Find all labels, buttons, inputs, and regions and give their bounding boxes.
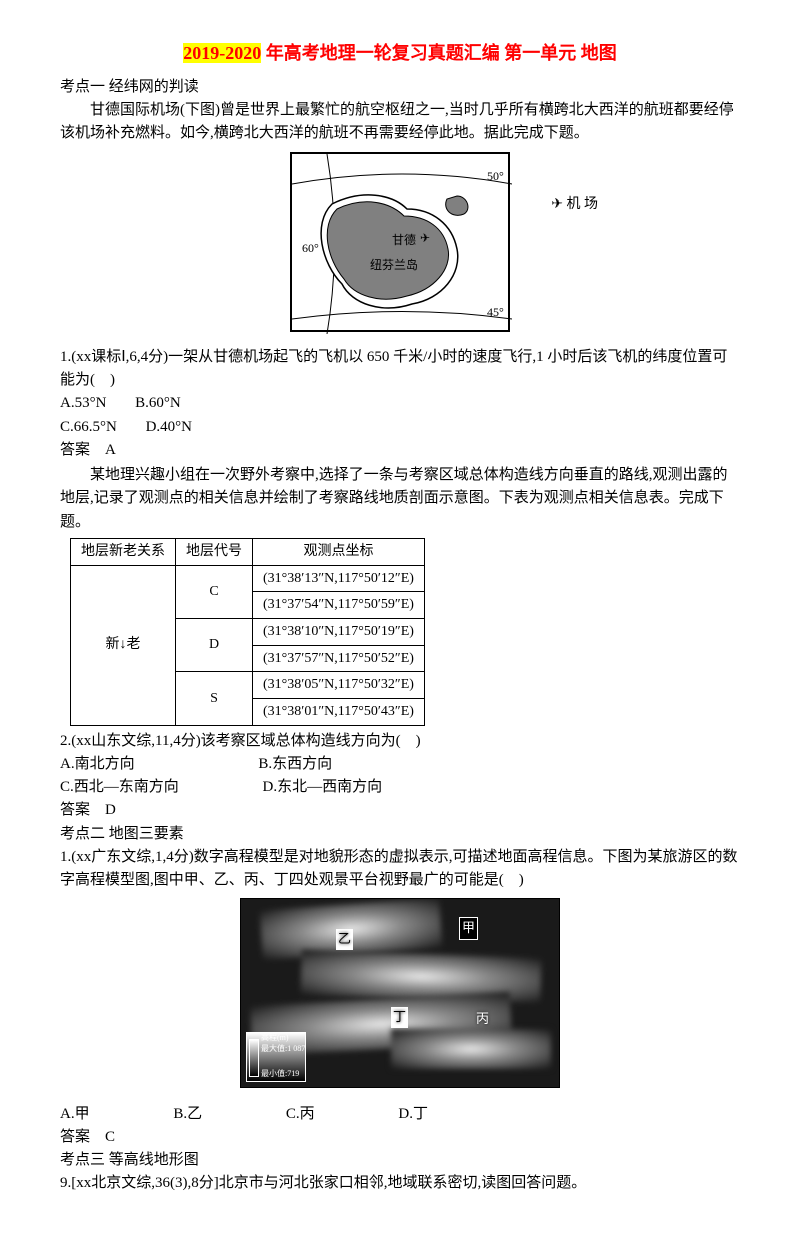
- terrain-box: 乙 甲 丙 丁 高程(m) 最大值:1 087 最小值:719: [240, 898, 560, 1088]
- q2-options-row2: C.西北—东南方向 D.东北—西南方向: [60, 776, 740, 799]
- kp2-optD: D.丁: [398, 1103, 428, 1126]
- q1-options-row2: C.66.5°N D.40°N: [60, 416, 740, 439]
- plane-icon: ✈: [420, 231, 430, 245]
- table-header-row: 地层新老关系 地层代号 观测点坐标: [71, 538, 425, 565]
- kp2-optC: C.丙: [286, 1103, 315, 1126]
- terrain-figure: 乙 甲 丙 丁 高程(m) 最大值:1 087 最小值:719: [60, 898, 740, 1096]
- kp2-q1-stem: 1.(xx广东文综,1,4分)数字高程模型是对地貌形态的虚拟表示,可描述地面高程…: [60, 846, 740, 893]
- q2-optB: B.东西方向: [258, 753, 332, 776]
- q1-answer: 答案 A: [60, 439, 740, 462]
- q1-optD: D.40°N: [146, 416, 192, 439]
- q1-optC: C.66.5°N: [60, 416, 117, 439]
- map1-svg: 50° 45° 60° 甘德 ✈ 纽芬兰岛: [292, 154, 512, 334]
- th-relation: 地层新老关系: [71, 538, 176, 565]
- legend-min: 最小值:719: [261, 1068, 299, 1080]
- kp1-passage2: 某地理兴趣小组在一次野外考察中,选择了一条与考察区域总体构造线方向垂直的路线,观…: [60, 464, 740, 534]
- terrain-label-jia: 甲: [459, 917, 478, 939]
- cell-coord: (31°38′01″N,117°50′43″E): [253, 699, 425, 726]
- place-newfoundland: 纽芬兰岛: [370, 257, 418, 272]
- kp3-heading: 考点三 等高线地形图: [60, 1149, 740, 1172]
- kp2-heading: 考点二 地图三要素: [60, 823, 740, 846]
- terrain-label-bing: 丙: [476, 1009, 489, 1029]
- kp2-q1-options: A.甲 B.乙 C.丙 D.丁: [60, 1103, 740, 1126]
- q1-optA: A.53°N: [60, 392, 106, 415]
- lon60-label: 60°: [302, 241, 319, 255]
- cell-code-s: S: [176, 672, 253, 725]
- cell-coord: (31°38′13″N,117°50′12″E): [253, 565, 425, 592]
- title-rest: 年高考地理一轮复习真题汇编 第一单元 地图: [261, 43, 617, 63]
- cell-arrow: 新↓老: [71, 565, 176, 725]
- kp2-optB: B.乙: [173, 1103, 202, 1126]
- th-coord: 观测点坐标: [253, 538, 425, 565]
- kp2-q1-answer: 答案 C: [60, 1126, 740, 1149]
- q2-optC: C.西北—东南方向: [60, 776, 179, 799]
- title-highlight: 2019-2020: [183, 43, 261, 63]
- cell-coord: (31°37′57″N,117°50′52″E): [253, 645, 425, 672]
- page-title: 2019-2020 年高考地理一轮复习真题汇编 第一单元 地图: [60, 40, 740, 68]
- cell-coord: (31°37′54″N,117°50′59″E): [253, 592, 425, 619]
- kp3-q9: 9.[xx北京文综,36(3),8分]北京市与河北张家口相邻,地域联系密切,读图…: [60, 1172, 740, 1195]
- q2-stem: 2.(xx山东文综,11,4分)该考察区域总体构造线方向为( ): [60, 730, 740, 753]
- cell-coord: (31°38′05″N,117°50′32″E): [253, 672, 425, 699]
- lat45-label: 45°: [487, 305, 504, 319]
- terrain-label-yi: 乙: [336, 929, 353, 949]
- kp1-heading: 考点一 经纬网的判读: [60, 76, 740, 99]
- kp1-intro: 甘德国际机场(下图)曾是世界上最繁忙的航空枢纽之一,当时几乎所有横跨北大西洋的航…: [60, 99, 740, 146]
- plane-label: ✈ 机 场: [551, 194, 598, 216]
- q2-optD: D.东北—西南方向: [263, 776, 383, 799]
- q2-answer: 答案 D: [60, 799, 740, 822]
- cell-coord: (31°38′10″N,117°50′19″E): [253, 618, 425, 645]
- terrain-label-ding: 丁: [391, 1007, 408, 1027]
- observation-table: 地层新老关系 地层代号 观测点坐标 新↓老 C (31°38′13″N,117°…: [70, 538, 425, 726]
- map1-box: 50° 45° 60° 甘德 ✈ 纽芬兰岛 ✈ 机 场: [290, 152, 510, 332]
- cell-code-c: C: [176, 565, 253, 618]
- terrain-legend: 高程(m) 最大值:1 087 最小值:719: [246, 1032, 306, 1082]
- lat50-label: 50°: [487, 169, 504, 183]
- q1-stem: 1.(xx课标Ⅰ,6,4分)一架从甘德机场起飞的飞机以 650 千米/小时的速度…: [60, 346, 740, 393]
- kp2-optA: A.甲: [60, 1103, 90, 1126]
- table-row: 新↓老 C (31°38′13″N,117°50′12″E): [71, 565, 425, 592]
- q2-optA: A.南北方向: [60, 753, 135, 776]
- place-gande: 甘德: [392, 232, 416, 247]
- q2-options-row1: A.南北方向 B.东西方向: [60, 753, 740, 776]
- cell-code-d: D: [176, 618, 253, 671]
- legend-max: 最大值:1 087: [261, 1043, 305, 1055]
- th-code: 地层代号: [176, 538, 253, 565]
- q1-optB: B.60°N: [135, 392, 181, 415]
- map1-figure: 50° 45° 60° 甘德 ✈ 纽芬兰岛 ✈ 机 场: [60, 152, 740, 340]
- q1-options-row1: A.53°N B.60°N: [60, 392, 740, 415]
